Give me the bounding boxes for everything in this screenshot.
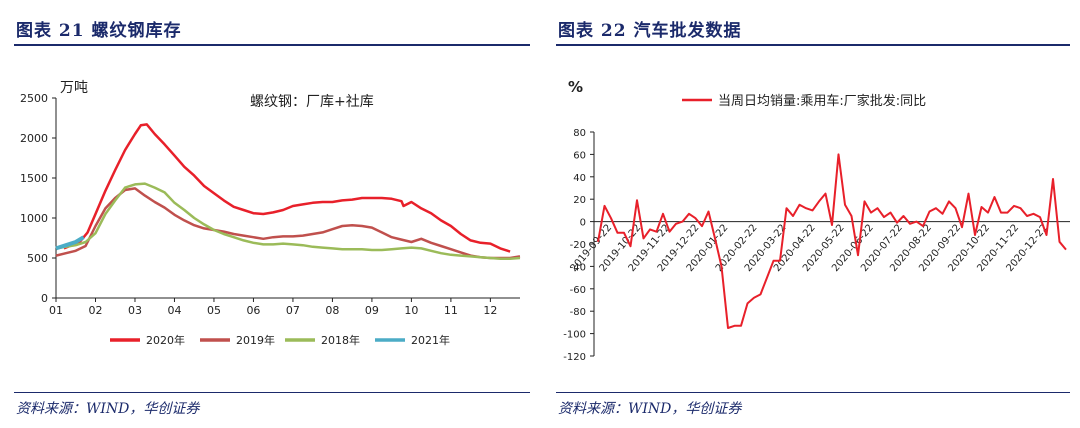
right-y-tick-label: -120 [563,352,586,363]
right-y-tick-label: -100 [563,330,586,341]
left-y-tick-label: 500 [27,252,48,265]
left-x-tick-label: 06 [246,304,260,317]
left-legend-label-0: 2020年 [146,333,185,347]
left-x-tick-label: 09 [365,304,379,317]
left-unit-label: 万吨 [60,80,88,96]
left-legend-label-1: 2019年 [236,333,275,347]
left-y-tick-label: 1500 [20,172,48,185]
left-legend-label-2: 2018年 [321,333,360,347]
left-chart: 0 500 1000 1500 2000 2500 01 02 03 04 05 06 07 08 09 10… [20,80,521,347]
right-y-tick-label: 20 [573,195,586,206]
left-y-tick-label: 2500 [20,92,48,105]
left-series-line-2 [55,182,521,261]
right-chart: %806040200-20-40-60-80-100-1202019-09-22… [563,78,1070,363]
right-legend-label: 当周日均销量:乘用车:厂家批发:同比 [718,93,926,109]
left-source-rule [14,392,530,393]
left-annotation: 螺纹钢：厂库+社库 [250,94,374,110]
left-x-tick-label: 01 [49,304,63,317]
right-source-note: 资料来源：WIND，华创证券 [558,401,742,417]
left-source-note: 资料来源：WIND，华创证券 [16,401,200,417]
left-y-tick-label: 0 [41,292,48,305]
right-title-rule [556,44,1070,46]
left-chart-title: 图表 21 螺纹钢库存 [16,21,182,41]
right-chart-title: 图表 22 汽车批发数据 [558,21,742,41]
left-y-tick-label: 1000 [20,212,48,225]
left-title-rule [14,44,530,46]
left-legend-label-3: 2021年 [411,333,450,347]
right-y-tick-label: 0 [580,218,586,229]
left-x-tick-label: 03 [128,304,142,317]
left-series-line-0 [63,123,511,253]
left-x-tick-label: 12 [483,304,497,317]
left-x-tick-label: 08 [325,304,339,317]
left-series-line-1 [55,187,521,260]
left-y-tick-label: 2000 [20,132,48,145]
right-unit-label: % [568,78,583,96]
right-y-tick-label: 60 [573,150,586,161]
right-y-tick-label: -20 [570,240,586,251]
left-series-line-3 [55,235,85,251]
left-x-tick-label: 05 [207,304,221,317]
right-y-tick-label: 80 [573,128,586,139]
right-source-rule [556,392,1070,393]
left-x-tick-label: 04 [167,304,181,317]
right-y-tick-label: 40 [573,173,586,184]
right-y-tick-label: -40 [570,262,586,273]
left-x-tick-label: 02 [88,304,102,317]
left-x-tick-label: 11 [444,304,458,317]
right-series-line [597,153,1067,329]
right-y-tick-label: -60 [570,285,586,296]
right-y-tick-label: -80 [570,307,586,318]
left-x-tick-label: 07 [286,304,300,317]
left-x-tick-label: 10 [404,304,418,317]
